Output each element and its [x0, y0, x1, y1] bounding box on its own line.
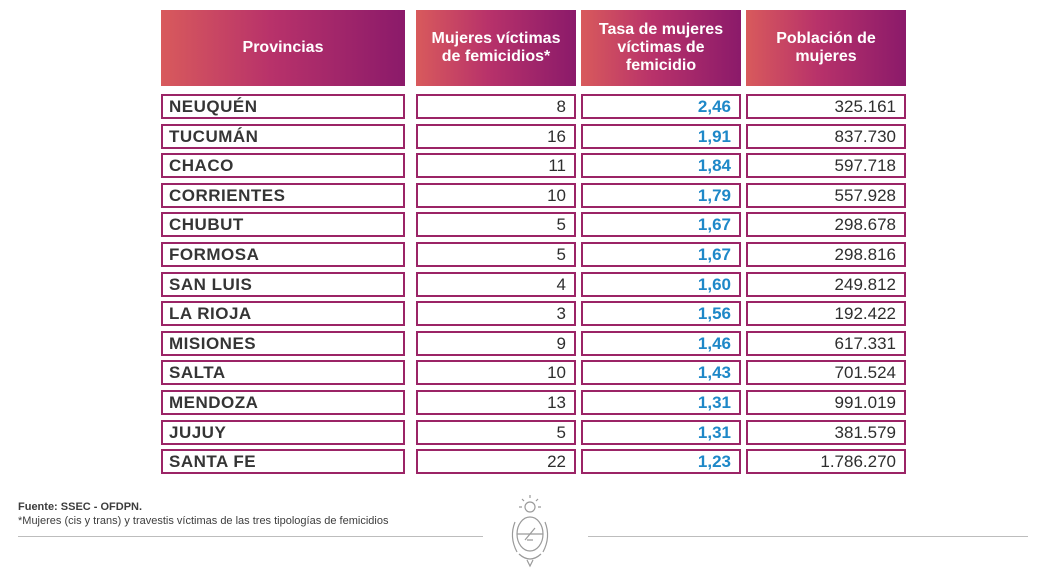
cell-provincia: JUJUY [161, 420, 405, 445]
cell-poblacion: 298.816 [746, 242, 906, 267]
cell-poblacion: 1.786.270 [746, 449, 906, 474]
cell-poblacion: 192.422 [746, 301, 906, 326]
header-provincias: Provincias [161, 10, 405, 86]
cell-tasa: 2,46 [581, 94, 741, 119]
cell-tasa: 1,91 [581, 124, 741, 149]
cell-tasa: 1,43 [581, 360, 741, 385]
cell-poblacion: 298.678 [746, 212, 906, 237]
cell-poblacion: 701.524 [746, 360, 906, 385]
cell-victimas: 9 [416, 331, 576, 356]
cell-victimas: 5 [416, 420, 576, 445]
footer-divider-left [18, 536, 483, 537]
cell-provincia: SAN LUIS [161, 272, 405, 297]
cell-victimas: 8 [416, 94, 576, 119]
cell-provincia: LA RIOJA [161, 301, 405, 326]
cell-poblacion: 325.161 [746, 94, 906, 119]
cell-tasa: 1,84 [581, 153, 741, 178]
cell-tasa: 1,79 [581, 183, 741, 208]
cell-provincia: CORRIENTES [161, 183, 405, 208]
cell-tasa: 1,67 [581, 212, 741, 237]
cell-provincia: NEUQUÉN [161, 94, 405, 119]
footer-source: Fuente: SSEC - OFDPN. [18, 501, 143, 513]
cell-victimas: 16 [416, 124, 576, 149]
cell-victimas: 10 [416, 360, 576, 385]
header-victimas: Mujeres víctimas de femicidios* [416, 10, 576, 86]
cell-victimas: 10 [416, 183, 576, 208]
cell-poblacion: 991.019 [746, 390, 906, 415]
cell-victimas: 13 [416, 390, 576, 415]
cell-tasa: 1,67 [581, 242, 741, 267]
cell-provincia: TUCUMÁN [161, 124, 405, 149]
argentina-coat-of-arms-icon [511, 495, 549, 568]
cell-provincia: SALTA [161, 360, 405, 385]
cell-provincia: FORMOSA [161, 242, 405, 267]
cell-tasa: 1,60 [581, 272, 741, 297]
footer-divider-right [588, 536, 1028, 537]
cell-poblacion: 249.812 [746, 272, 906, 297]
cell-victimas: 11 [416, 153, 576, 178]
header-poblacion: Población de mujeres [746, 10, 906, 86]
cell-provincia: CHACO [161, 153, 405, 178]
cell-tasa: 1,31 [581, 420, 741, 445]
cell-provincia: MENDOZA [161, 390, 405, 415]
cell-provincia: CHUBUT [161, 212, 405, 237]
cell-provincia: MISIONES [161, 331, 405, 356]
cell-provincia: SANTA FE [161, 449, 405, 474]
cell-poblacion: 597.718 [746, 153, 906, 178]
cell-tasa: 1,56 [581, 301, 741, 326]
cell-victimas: 4 [416, 272, 576, 297]
cell-victimas: 22 [416, 449, 576, 474]
cell-tasa: 1,46 [581, 331, 741, 356]
cell-poblacion: 557.928 [746, 183, 906, 208]
footer-note: *Mujeres (cis y trans) y travestis vícti… [18, 515, 389, 527]
cell-poblacion: 617.331 [746, 331, 906, 356]
cell-tasa: 1,31 [581, 390, 741, 415]
header-tasa: Tasa de mujeres víctimas de femicidio [581, 10, 741, 86]
cell-tasa: 1,23 [581, 449, 741, 474]
cell-poblacion: 381.579 [746, 420, 906, 445]
cell-victimas: 3 [416, 301, 576, 326]
cell-victimas: 5 [416, 212, 576, 237]
cell-poblacion: 837.730 [746, 124, 906, 149]
cell-victimas: 5 [416, 242, 576, 267]
